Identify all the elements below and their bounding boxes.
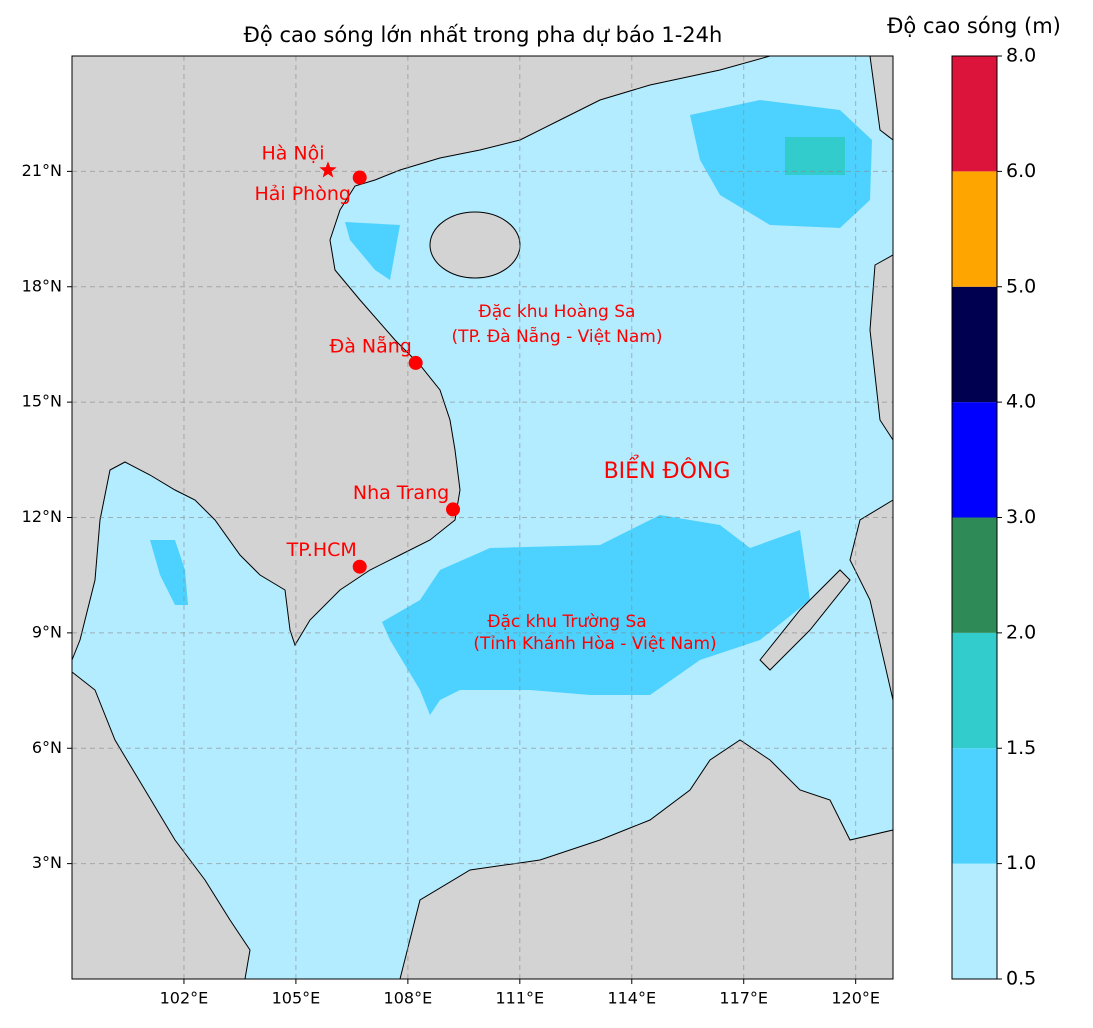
- colorbar-bin: [952, 517, 997, 633]
- city-marker: [446, 502, 461, 517]
- y-tick-label: 15°N: [22, 392, 62, 411]
- city-marker: [408, 355, 423, 370]
- city-marker: [352, 559, 367, 574]
- region-label: Đặc khu Hoàng Sa: [479, 302, 636, 322]
- y-tick-label: 9°N: [32, 622, 62, 641]
- colorbar-tick-label: 0.5: [1006, 968, 1036, 990]
- wave-zone: [382, 515, 810, 715]
- city-label: Đà Nẵng: [330, 334, 412, 357]
- colorbar-tick-label: 3.0: [1006, 506, 1036, 528]
- colorbar-tick-label: 8.0: [1006, 45, 1036, 67]
- colorbar-tick-label: 1.5: [1006, 737, 1036, 759]
- colorbar-bin: [952, 56, 997, 172]
- city-label: Hải Phòng: [254, 183, 350, 205]
- region-label: BIỂN ĐÔNG: [604, 456, 731, 484]
- colorbar-bin: [952, 171, 997, 287]
- colorbar-bin: [952, 402, 997, 518]
- land: [399, 739, 894, 980]
- colorbar-bin: [952, 286, 997, 403]
- y-tick-label: 12°N: [22, 507, 62, 526]
- colorbar-bin: [952, 632, 997, 749]
- map-area: Hà Nội Hải Phòng Đà Nẵng Nha Trang TP.HCM Đặc…: [71, 55, 894, 980]
- city-label: Hà Nội: [261, 143, 324, 165]
- colorbar-tick-label: 4.0: [1006, 391, 1036, 413]
- city-marker: [319, 161, 337, 178]
- city-label: TP.HCM: [286, 539, 357, 561]
- land: [759, 569, 851, 671]
- colorbar-bin: [952, 863, 997, 979]
- region-label: Đặc khu Trường Sa: [487, 612, 646, 632]
- city-marker: [352, 170, 367, 185]
- x-tick-label: 102°E: [160, 989, 209, 1008]
- x-tick-label: 114°E: [607, 989, 656, 1008]
- colorbar-tick-label: 5.0: [1006, 275, 1036, 297]
- x-tick-label: 120°E: [831, 989, 880, 1008]
- y-tick-label: 3°N: [32, 853, 62, 872]
- colorbar-bin: [952, 748, 997, 864]
- chart-title: Độ cao sóng lớn nhất trong pha dự báo 1-…: [244, 23, 723, 47]
- region-label: (TP. Đà Nẵng - Việt Nam): [452, 326, 663, 347]
- y-tick-label: 18°N: [22, 276, 62, 295]
- x-tick-label: 108°E: [384, 989, 433, 1008]
- land: [429, 211, 521, 279]
- y-tick-label: 21°N: [22, 161, 62, 180]
- wave-zone: [785, 137, 845, 175]
- city-label: Nha Trang: [353, 482, 449, 504]
- wave-zone: [345, 222, 400, 280]
- colorbar-tick-label: 2.0: [1006, 621, 1036, 643]
- x-tick-label: 111°E: [495, 989, 544, 1008]
- land: [869, 254, 894, 442]
- y-tick-label: 6°N: [32, 738, 62, 757]
- x-tick-label: 117°E: [719, 989, 768, 1008]
- x-tick-label: 105°E: [272, 989, 321, 1008]
- region-label: (Tỉnh Khánh Hòa - Việt Nam): [473, 634, 716, 654]
- colorbar-tick-label: 6.0: [1006, 160, 1036, 182]
- wave-zone: [150, 540, 188, 605]
- colorbar-label: Độ cao sóng (m): [887, 14, 1061, 38]
- wave-zone: [690, 100, 872, 228]
- colorbar-tick-label: 1.0: [1006, 852, 1036, 874]
